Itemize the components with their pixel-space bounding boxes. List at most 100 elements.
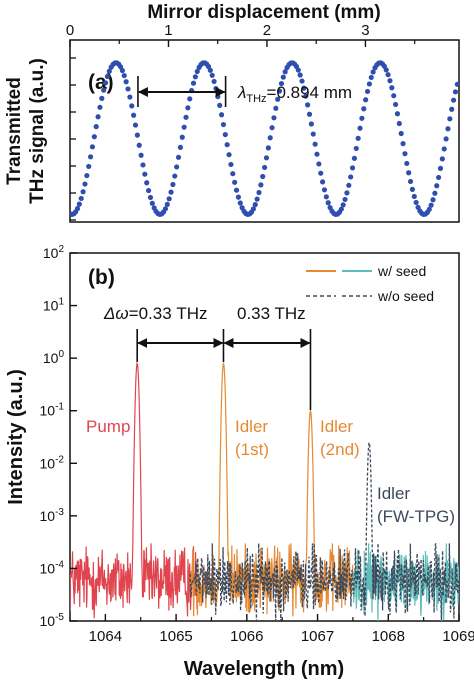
- panel-b-ytick-label: 10-1: [40, 402, 65, 419]
- panel-a-data-point: [437, 165, 444, 171]
- panel-a-data-point: [357, 125, 363, 131]
- panel-a-data-point: [250, 206, 256, 212]
- panel-a-data-point: [172, 173, 178, 179]
- panel-a-data-point: [82, 181, 88, 187]
- panel-b-ylabel: Intensity (a.u.): [5, 369, 27, 505]
- legend-label-seeded: w/ seed: [377, 263, 426, 279]
- pump-trace: [70, 361, 198, 619]
- panel-b-xtick-label: 1064: [89, 628, 122, 645]
- panel-a-data-point: [123, 79, 129, 85]
- panel-b-traces: [70, 361, 459, 621]
- fw-tpg-seeded-trace: [352, 543, 459, 621]
- panel-b-xlabel: Wavelength (nm): [184, 658, 344, 680]
- peak-label-1-line-1: Pump: [86, 417, 130, 436]
- peak-label-2-line-1: Idler: [235, 417, 268, 436]
- panel-a-data-point: [175, 154, 182, 160]
- panel-a-data-point: [145, 187, 152, 194]
- panel-a-data-point: [99, 95, 105, 101]
- panel-a-data-point: [436, 174, 442, 181]
- panel-a-data-point: [276, 88, 283, 94]
- panel-a-data-point: [428, 202, 434, 208]
- panel-a-data-point: [232, 179, 238, 185]
- panel-a-data-point: [194, 68, 200, 75]
- panel-a-data-point: [383, 67, 389, 73]
- delta-omega-value: =0.33 THz: [129, 304, 208, 323]
- panel-a-data-point: [269, 125, 275, 131]
- panel-b-xtick-label: 1067: [301, 628, 334, 645]
- panel-a-data-point: [76, 201, 82, 207]
- panel-a-data-point: [192, 74, 198, 80]
- panel-a-top-tick-label: 1: [164, 22, 172, 39]
- peak-label-3-line-1: Idler: [320, 417, 353, 436]
- panel-b-ytick-label: 10-2: [40, 454, 65, 471]
- lambda-symbol: λ: [237, 83, 246, 102]
- panel-a-wavelength-annotation: [137, 76, 227, 107]
- panel-a-data-point: [338, 206, 344, 212]
- panel-a-data-point: [106, 68, 112, 74]
- panel-b-yticks: 10-5 10-4 10-3 10-2 10-1 100 101 102: [40, 244, 77, 629]
- panel-a-data-point: [434, 183, 440, 189]
- panel-a-top-axis-title: Mirror displacement (mm): [147, 2, 380, 23]
- panel-a-data-point: [321, 187, 328, 193]
- panel-a-data-point: [164, 201, 170, 207]
- panel-a-data-point: [168, 189, 174, 195]
- panel-a-data-point: [252, 202, 258, 208]
- panel-a-data-point: [93, 124, 99, 130]
- panel-a-data-point: [215, 93, 221, 100]
- panel-b-label: (b): [88, 266, 115, 289]
- panel-a-data-point: [387, 78, 393, 84]
- panel-a-data-point: [398, 130, 404, 137]
- panel-a-data-point: [226, 152, 232, 158]
- panel-a-data-point: [430, 197, 436, 203]
- panel-a-data-point: [177, 144, 183, 150]
- panel-a-data-point: [363, 97, 369, 103]
- panel-a-data-point: [295, 67, 301, 73]
- panel-a-data-point: [348, 174, 354, 180]
- panel-a-top-tick-label: 0: [66, 22, 74, 39]
- panel-a-data-point: [364, 88, 371, 95]
- panel-a-data-point: [320, 179, 326, 185]
- panel-b-ytick-label: 10-3: [40, 507, 65, 524]
- panel-a-data-point: [119, 67, 125, 74]
- panel-b-xtick-label: 1066: [230, 628, 263, 645]
- panel-a-data-point: [86, 163, 92, 170]
- lambda-value: =0.894 mm: [267, 83, 353, 102]
- panel-a-data-point: [441, 146, 447, 152]
- panel-a-data-point: [346, 182, 352, 188]
- panel-b-xtick-label: 1065: [159, 628, 192, 645]
- panel-a-data-point: [282, 69, 288, 75]
- panel-a-data-point: [260, 173, 266, 180]
- panel-a-data-point: [301, 85, 307, 91]
- panel-a-data-point: [361, 106, 367, 112]
- panel-a-data-point: [235, 194, 241, 200]
- panel-a-data-point: [394, 111, 401, 117]
- panel-a-data-point: [80, 189, 86, 195]
- panel-a-data-point: [391, 93, 397, 99]
- panel-a-series: [70, 60, 459, 218]
- panel-a-data-point: [162, 206, 169, 212]
- panel-a-data-point: [117, 64, 124, 70]
- panel-a-data-point: [351, 155, 358, 161]
- panel-a: Mirror displacement (mm) 0 1 2 3 Transmitte…: [4, 2, 460, 223]
- lambda-subscript: THz: [246, 93, 266, 105]
- panel-a-data-point: [181, 124, 187, 130]
- panel-a-data-point: [267, 135, 273, 141]
- panel-a-data-point: [312, 141, 318, 147]
- panel-a-lambda-label: λTHz=0.894 mm: [237, 83, 352, 105]
- panel-a-data-point: [74, 206, 81, 212]
- legend: w/ seed w/o seed: [306, 263, 434, 304]
- panel-b-frame: [69, 252, 460, 622]
- panel-a-data-point: [452, 89, 459, 95]
- peak-label-4-line-1: Idler: [377, 484, 410, 503]
- panel-a-data-point: [187, 96, 193, 102]
- panel-a-top-tick-label: 2: [263, 22, 271, 39]
- panel-a-data-point: [84, 172, 90, 179]
- panel-a-data-point: [101, 87, 107, 93]
- panel-a-data-point: [323, 194, 329, 200]
- panel-a-data-point: [170, 181, 176, 188]
- panel-b-xtick-label: 1069: [442, 628, 474, 645]
- panel-a-data-point: [273, 105, 279, 111]
- panel-a-data-point: [432, 190, 438, 196]
- panel-a-data-point: [121, 72, 127, 79]
